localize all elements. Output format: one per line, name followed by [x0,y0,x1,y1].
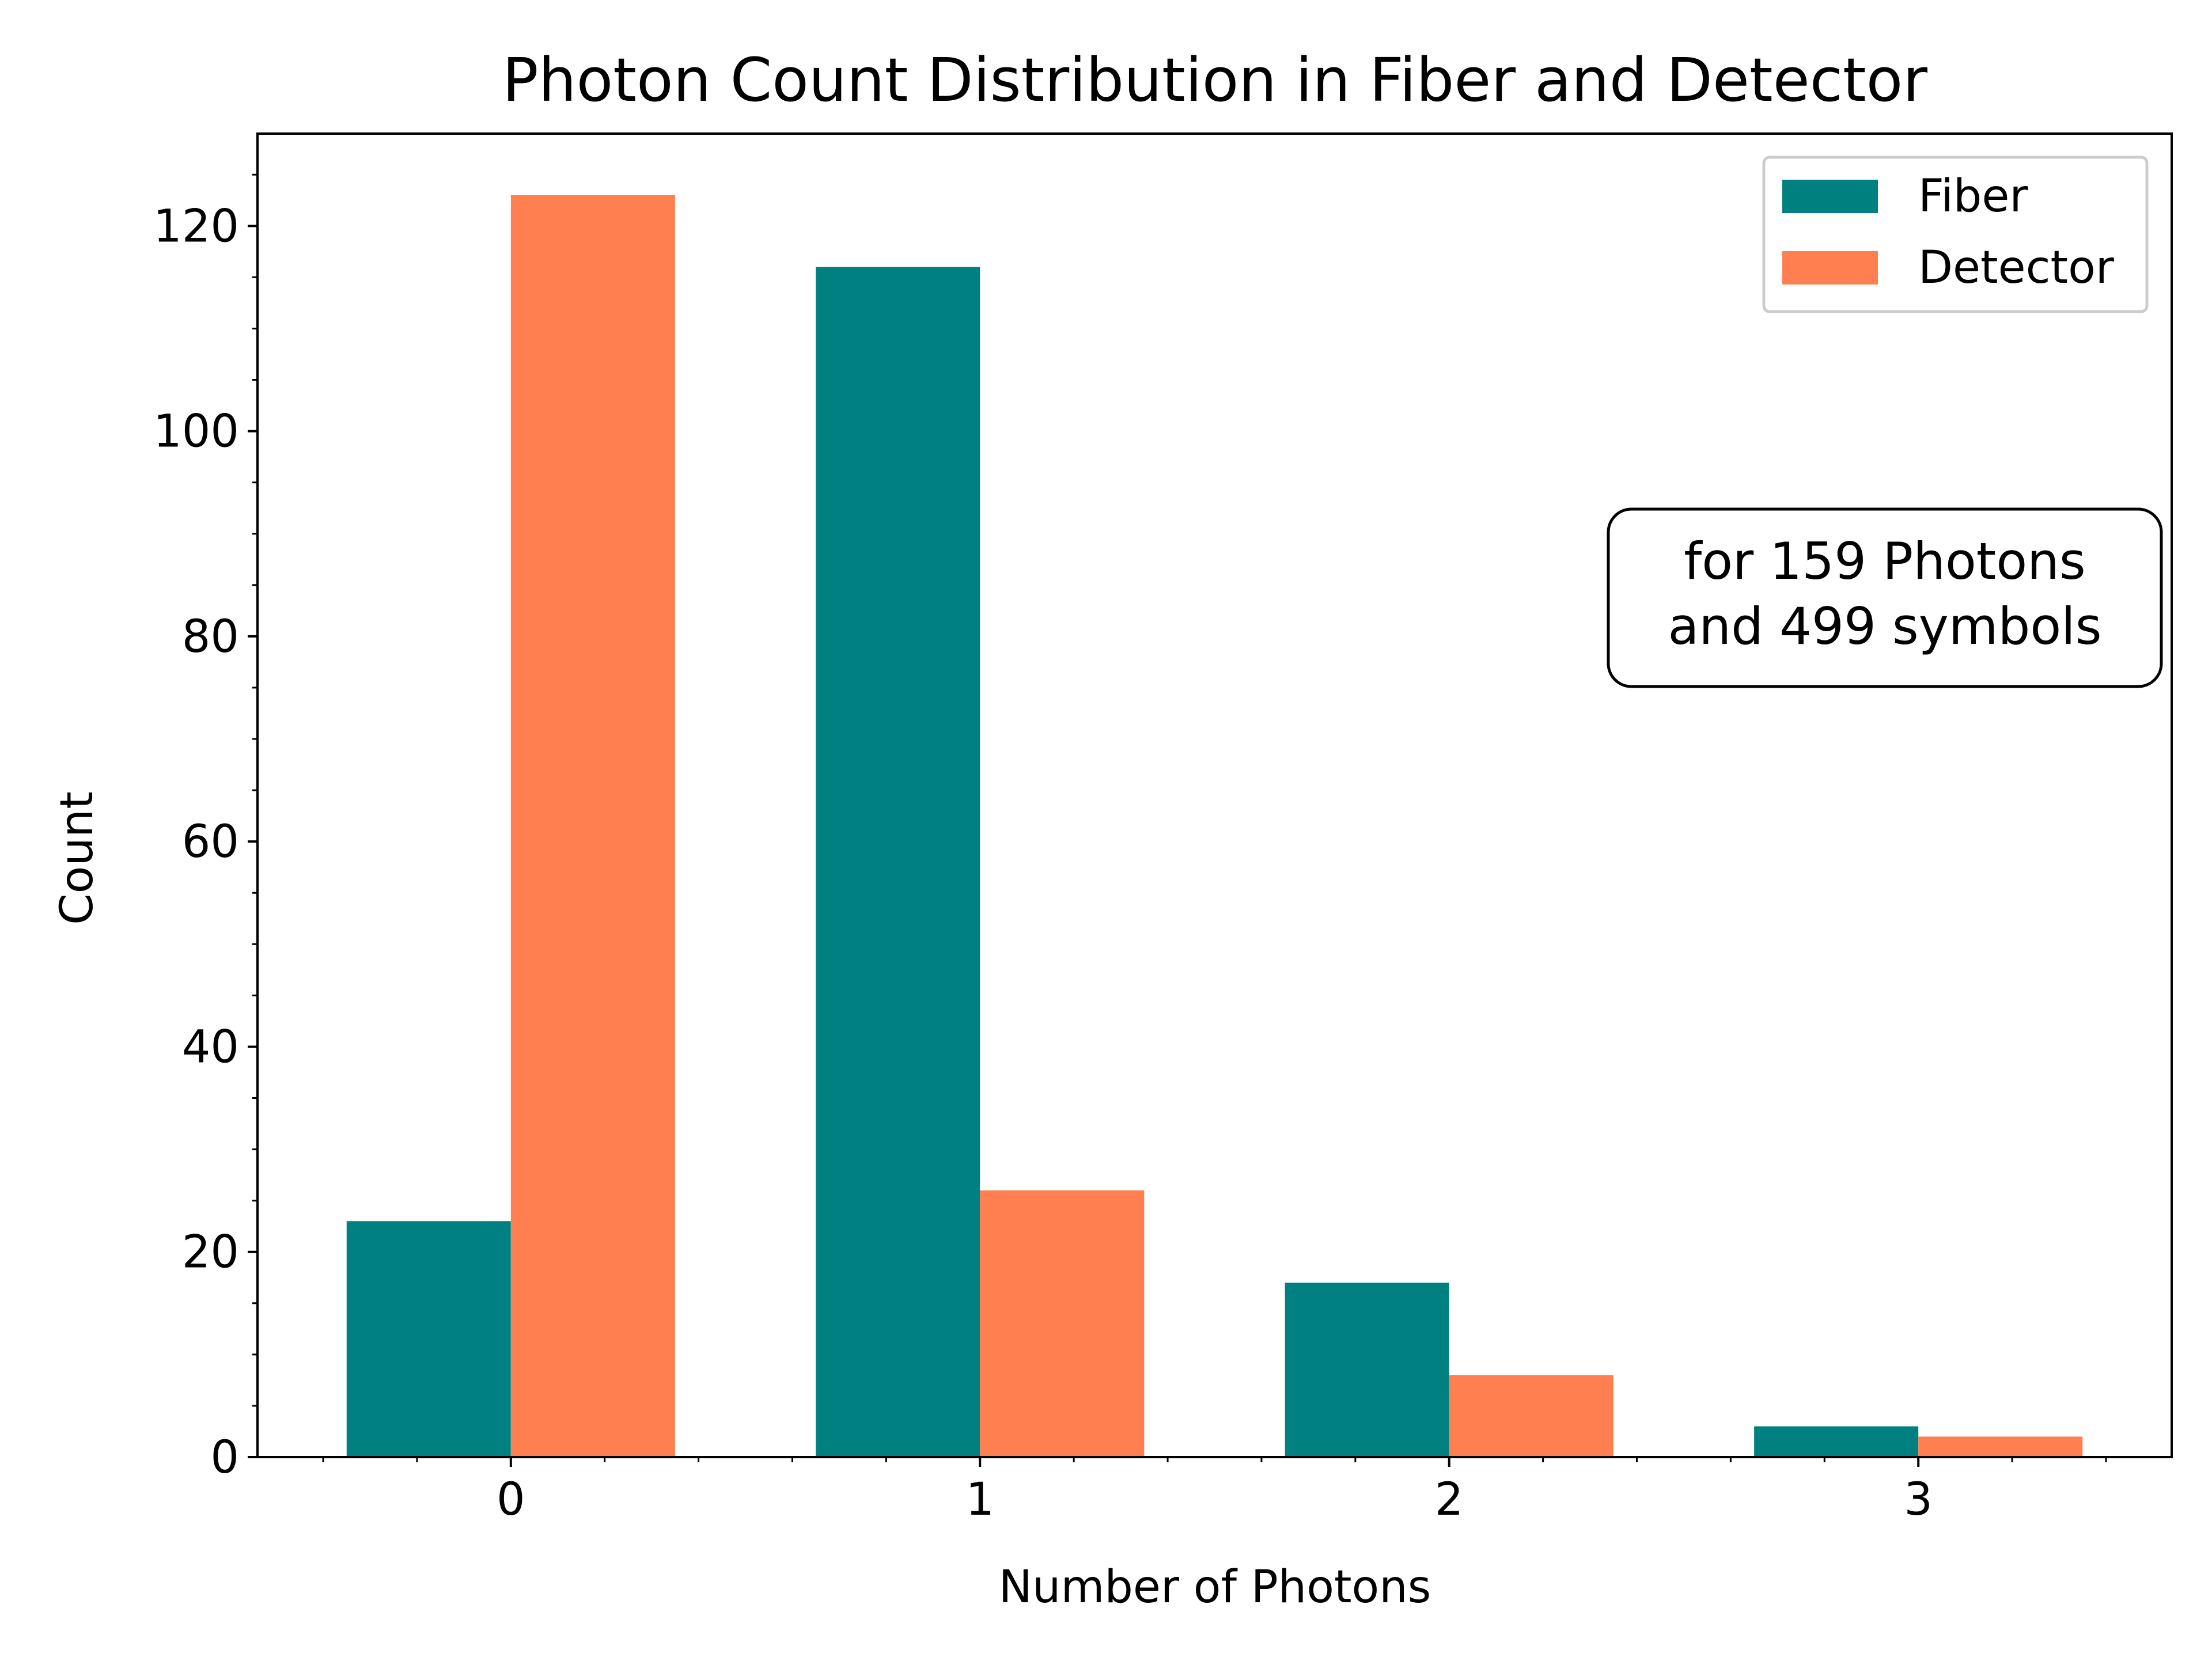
legend-swatch-fiber [1782,180,1878,213]
y-tick-label-20: 20 [182,1227,239,1279]
y-tick-label-0: 0 [210,1432,239,1484]
legend-swatch-detector [1782,251,1878,285]
plot-frame [256,132,2173,1458]
bar-fiber-3 [1754,1426,1919,1457]
x-tick-label-2: 2 [1435,1474,1464,1526]
bars-layer [346,195,2083,1458]
y-tick-label-60: 60 [182,816,239,868]
legend-label-fiber: Fiber [1918,170,2028,222]
y-tick-label-80: 80 [182,611,239,663]
axes-layer: 0 20 40 60 80 100 120 0 1 2 3 [153,132,2173,1526]
bar-fiber-1 [816,267,980,1458]
legend-label-detector: Detector [1918,242,2115,294]
annotation-line-2: and 499 symbols [1668,597,2101,656]
x-tick-label-3: 3 [1904,1474,1933,1526]
y-tick-label-120: 120 [153,200,239,252]
y-tick-label-40: 40 [182,1021,239,1073]
y-axis-label: Count [51,791,103,925]
bar-detector-1 [980,1190,1145,1457]
x-tick-label-1: 1 [965,1474,994,1526]
legend: Fiber Detector [1762,156,2149,313]
bar-detector-0 [510,195,675,1457]
x-tick-label-0: 0 [497,1474,525,1526]
annotation-box: for 159 Photons and 499 symbols [1607,507,2163,688]
bar-detector-3 [1918,1436,2083,1457]
x-axis-label: Number of Photons [999,1561,1431,1613]
annotation-frame [1607,507,2163,688]
annotation-line-1: for 159 Photons [1684,532,2086,591]
bar-fiber-2 [1285,1283,1449,1457]
y-tick-label-100: 100 [153,406,239,458]
bar-detector-2 [1449,1375,1613,1457]
bar-fiber-0 [346,1221,511,1457]
chart-title: Photon Count Distribution in Fiber and D… [502,45,1927,115]
